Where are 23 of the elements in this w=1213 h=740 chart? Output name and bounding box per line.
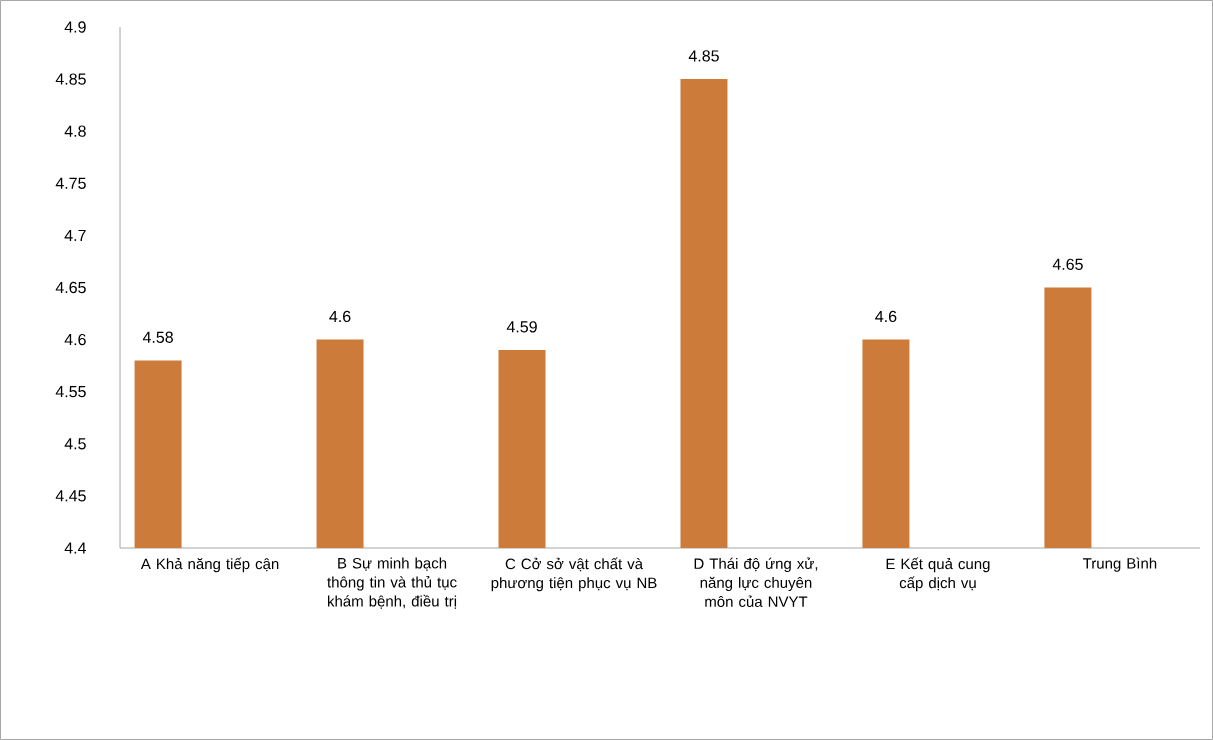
data-label: 4.6 xyxy=(329,310,351,323)
data-label: 4.58 xyxy=(142,331,173,343)
y-tick-label: 4.65 xyxy=(55,281,86,294)
x-tick-label: C Cở sở vật chất và phương tiện phục vụ NB xyxy=(491,557,657,592)
y-tick-label: 4.45 xyxy=(55,490,86,502)
x-tick-label: A Khả năng tiếp cận xyxy=(140,557,279,573)
y-tick-label: 4.9 xyxy=(64,21,86,33)
y-tick-label: 4.75 xyxy=(55,177,86,189)
x-tick-label: B Sự minh bạch thông tin và thủ tục khám bệnh, điều trị xyxy=(327,557,457,609)
y-tick-label: 4.85 xyxy=(55,73,86,85)
y-tick-label: 4.5 xyxy=(64,438,86,450)
y-tick-label: 4.8 xyxy=(64,125,86,137)
x-tick-label: E Kết quả cung cấp dịch vụ xyxy=(886,557,990,592)
data-label: 4.65 xyxy=(1052,258,1083,270)
x-tick-label: Trung Bình xyxy=(1083,557,1157,572)
y-tick-label: 4.4 xyxy=(64,542,87,554)
data-label: 4.85 xyxy=(688,50,719,62)
x-tick-label: D Thái độ ứng xử, năng lực chuyên môn của NVYT xyxy=(694,557,818,607)
data-label: 4.6 xyxy=(875,310,897,323)
y-tick-label: 4.6 xyxy=(64,333,86,346)
data-label: 4.59 xyxy=(506,321,537,333)
y-tick-label: 4.55 xyxy=(55,386,86,398)
y-tick-label: 4.7 xyxy=(64,229,86,241)
